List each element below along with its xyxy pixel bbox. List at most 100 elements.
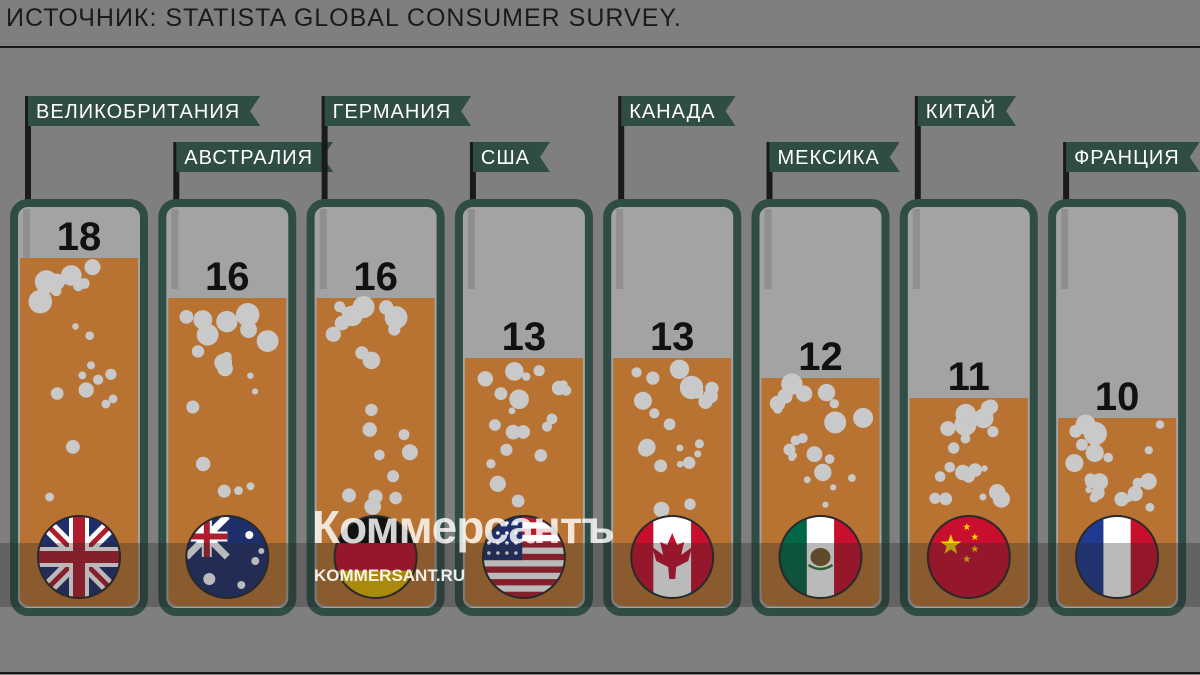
bubble <box>217 484 231 498</box>
bubble <box>66 440 80 454</box>
tube-highlight <box>171 209 179 289</box>
bubble <box>234 486 243 495</box>
tube-5: КАНАДА 13 <box>603 96 742 616</box>
liquid-bar <box>20 258 138 606</box>
bubble <box>34 270 59 294</box>
tube-2: АВСТРАЛИЯ 16 <box>158 142 334 616</box>
bubble <box>364 498 382 515</box>
bubble <box>533 365 545 377</box>
bubble <box>781 373 803 395</box>
bubble <box>50 387 64 400</box>
bubble <box>365 403 378 417</box>
bubble <box>676 460 684 468</box>
tube-highlight <box>616 209 624 289</box>
tube-8: ФРАНЦИЯ 10 <box>1048 142 1200 616</box>
bubble <box>384 306 408 329</box>
bubble <box>477 371 493 387</box>
bubbles <box>631 359 719 518</box>
bubble <box>940 421 956 437</box>
china-flag-icon <box>927 516 1010 598</box>
bubble <box>61 265 82 286</box>
bubble <box>853 407 874 428</box>
bubble <box>511 494 525 508</box>
flag-label: КАНАДА <box>629 101 715 123</box>
bubble <box>251 388 259 395</box>
bubble <box>352 296 375 319</box>
flag-sign <box>472 142 551 172</box>
bubble <box>638 438 656 456</box>
value-label: 12 <box>798 335 843 379</box>
bubble <box>691 386 704 399</box>
bubble <box>948 442 960 454</box>
bubble <box>789 452 798 460</box>
flag-sign <box>769 142 900 172</box>
tube-highlight <box>23 209 30 289</box>
bubble <box>817 383 836 402</box>
bubble <box>654 459 668 473</box>
uk-flag-icon <box>38 516 120 598</box>
bubble <box>196 323 219 346</box>
bubble <box>193 310 213 330</box>
tube-highlight <box>912 209 920 289</box>
bubble <box>494 387 508 400</box>
bubble <box>398 429 410 441</box>
tube-4: США 13 <box>454 142 593 616</box>
value-label: 13 <box>502 315 547 359</box>
bubble <box>387 470 400 483</box>
flag-label: АВСТРАЛИЯ <box>184 147 313 169</box>
bubble <box>247 372 254 379</box>
bubble <box>944 462 956 473</box>
bubble <box>84 259 101 276</box>
bubble <box>830 484 837 491</box>
watermark-logo: Коммерсантъ <box>312 501 615 553</box>
bubble <box>362 351 381 370</box>
bubble <box>814 463 832 482</box>
bubble <box>684 498 696 510</box>
bubble <box>824 411 847 434</box>
australia-flag-icon <box>186 516 269 598</box>
bubble <box>374 449 385 461</box>
bubble <box>989 484 1006 501</box>
bubble <box>806 446 823 463</box>
bubble <box>803 476 811 484</box>
bubble <box>505 362 524 381</box>
tube-highlight <box>1061 209 1069 289</box>
bubble <box>1085 443 1104 462</box>
bubble <box>676 444 684 452</box>
bubble <box>362 422 377 437</box>
bubble <box>78 382 94 398</box>
value-label: 18 <box>57 215 102 259</box>
bubble <box>505 424 521 440</box>
tube-3: ГЕРМАНИЯ 16 <box>306 96 472 616</box>
value-label: 16 <box>353 255 398 299</box>
flag-label: МЕКСИКА <box>778 147 880 169</box>
bubble <box>179 310 194 324</box>
bubble <box>551 380 567 396</box>
bubble <box>705 381 719 396</box>
bubble <box>848 474 856 482</box>
bubble <box>401 444 418 461</box>
bubble <box>1145 502 1155 512</box>
flag-pole <box>469 142 476 207</box>
bubbles <box>929 399 1011 508</box>
bubble <box>979 493 987 501</box>
bubble <box>1069 424 1083 438</box>
bubble <box>191 345 205 358</box>
bubble <box>217 315 230 328</box>
bubble <box>983 399 999 414</box>
bubble <box>669 359 690 379</box>
flag-pole <box>618 96 625 207</box>
bubble <box>790 435 801 446</box>
tube-highlight <box>467 209 475 289</box>
bubble <box>546 413 558 425</box>
bubble <box>1144 446 1153 455</box>
bubble <box>534 449 548 462</box>
bubble <box>694 439 704 449</box>
bubble <box>1155 420 1165 429</box>
bubble <box>256 330 279 352</box>
bubble <box>683 456 696 469</box>
bottom-rule <box>0 672 1200 674</box>
bubbles <box>325 296 418 515</box>
bubble <box>968 463 982 477</box>
